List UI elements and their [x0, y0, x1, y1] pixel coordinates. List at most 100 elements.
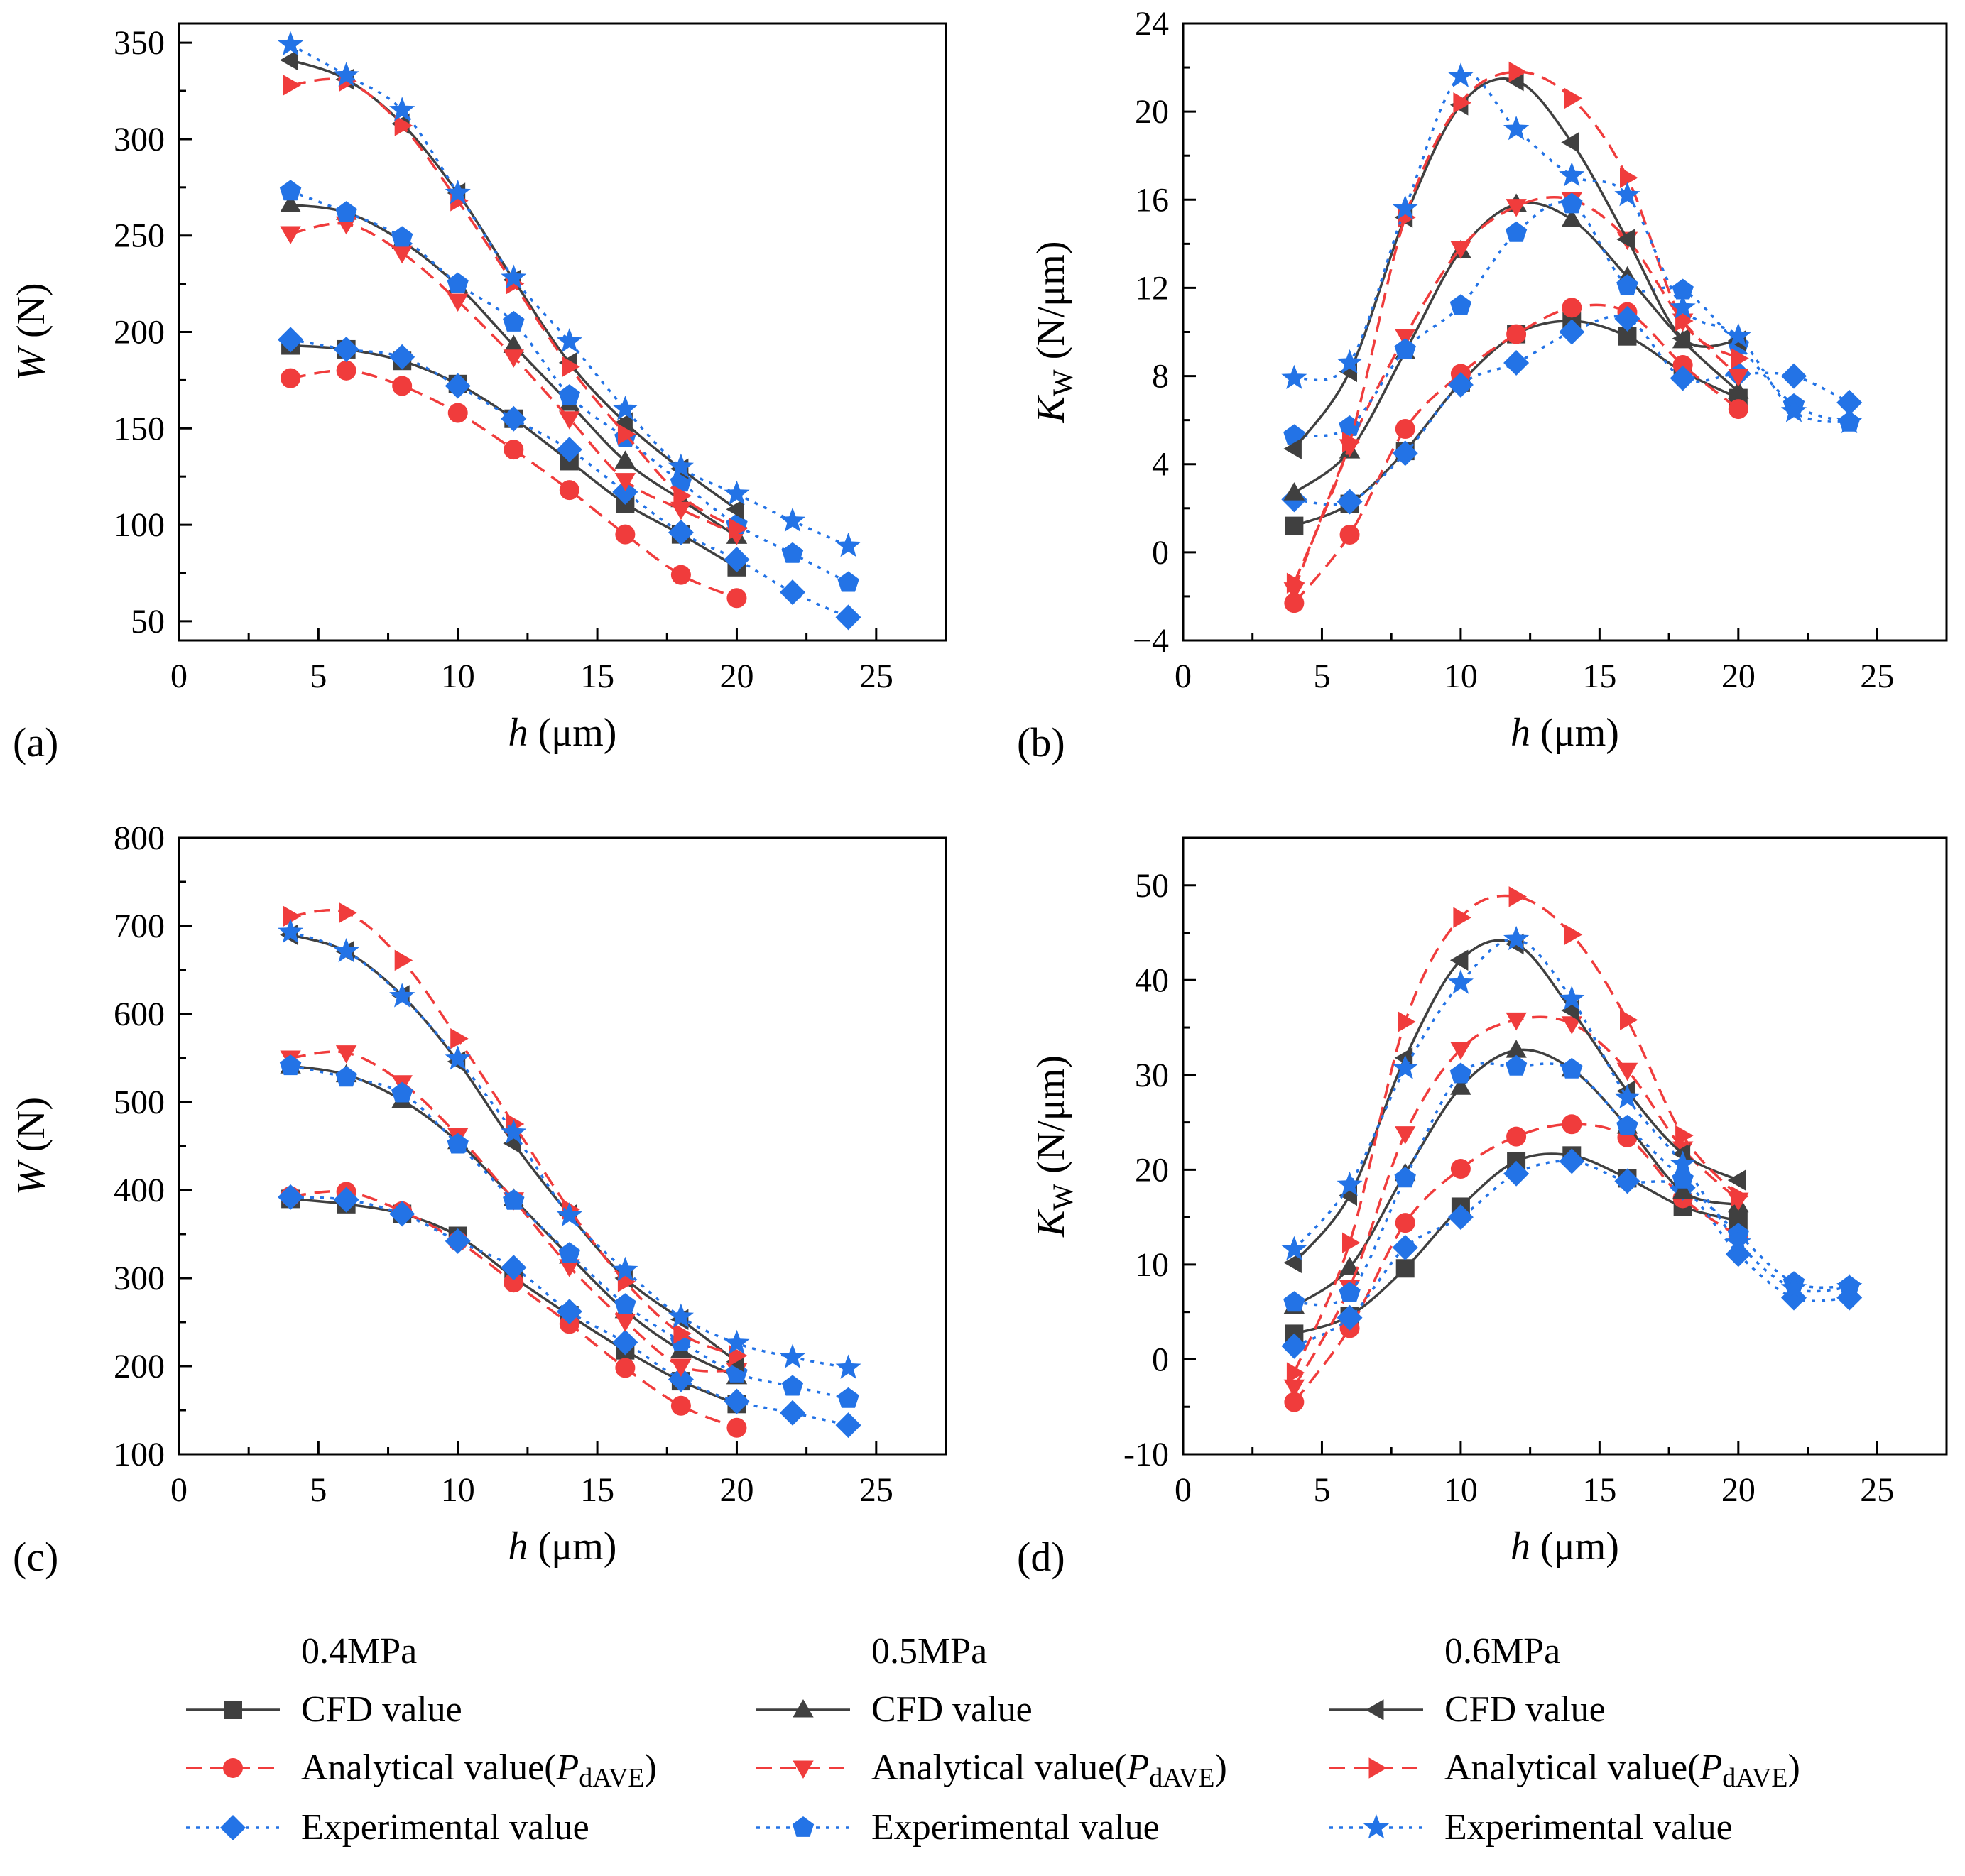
data-point — [1283, 482, 1305, 501]
data-point — [781, 1375, 804, 1396]
series-ana05 — [280, 216, 748, 545]
data-point — [614, 1314, 636, 1332]
y-tick-label: 200 — [114, 1348, 165, 1385]
y-tick-label: 300 — [114, 121, 165, 158]
data-point — [391, 226, 413, 247]
data-point — [1675, 310, 1694, 332]
data-point — [333, 336, 359, 362]
data-point — [1505, 221, 1528, 242]
series-line — [1293, 1160, 1850, 1348]
data-point — [835, 1412, 861, 1439]
series-line — [290, 1197, 738, 1405]
data-point — [1339, 1282, 1361, 1302]
data-point — [835, 1354, 861, 1379]
y-tick-label: 30 — [1135, 1057, 1169, 1094]
y-tick-label: 350 — [114, 24, 165, 62]
data-point — [559, 480, 579, 501]
data-point — [556, 1202, 582, 1227]
data-point — [668, 519, 694, 545]
data-point — [1447, 371, 1474, 398]
series-exp04 — [1281, 305, 1863, 515]
y-axis-label: KW (N/μm) — [1029, 1055, 1079, 1238]
data-point — [1836, 408, 1863, 434]
data-point — [1559, 162, 1585, 187]
legend-label-exp04: Experimental value — [301, 1807, 589, 1848]
y-tick-label: -10 — [1123, 1436, 1169, 1473]
data-point — [670, 1358, 692, 1377]
legend-group-title: 0.6MPa — [1444, 1631, 1560, 1672]
x-tick-label: 20 — [1721, 658, 1756, 695]
data-point — [614, 450, 636, 469]
y-tick-label: 200 — [114, 314, 165, 351]
x-tick-label: 10 — [441, 1471, 475, 1509]
legend-label-ana04: Analytical value(PdAVE) — [301, 1747, 657, 1793]
data-point — [278, 31, 304, 56]
data-point — [280, 194, 301, 212]
data-point — [504, 440, 524, 460]
y-axis-label: W (N) — [9, 283, 53, 381]
data-point — [1616, 1062, 1638, 1081]
y-tick-label: 300 — [114, 1260, 165, 1297]
data-point — [779, 1343, 806, 1368]
data-point — [394, 949, 413, 971]
data-point — [562, 356, 580, 378]
data-point — [445, 1045, 471, 1070]
y-tick-label: 50 — [1135, 867, 1169, 905]
data-point — [1561, 131, 1579, 153]
data-point — [1672, 1167, 1694, 1189]
data-point — [1616, 1115, 1638, 1135]
x-tick-label: 25 — [859, 658, 893, 695]
y-tick-label: 16 — [1135, 181, 1169, 219]
data-point — [781, 542, 804, 563]
data-point — [1395, 329, 1416, 347]
data-point — [1562, 1114, 1582, 1135]
data-point — [1447, 1204, 1474, 1231]
data-point — [1506, 1012, 1527, 1031]
legend-marker-cfd06 — [1366, 1699, 1384, 1720]
data-point — [394, 115, 413, 136]
data-point — [1506, 199, 1527, 217]
data-point — [1503, 349, 1530, 376]
x-tick-label: 20 — [1721, 1471, 1756, 1509]
data-point — [278, 327, 304, 353]
x-axis-label: h (μm) — [508, 711, 617, 755]
data-point — [670, 565, 691, 585]
data-point — [1506, 1126, 1527, 1147]
y-tick-label: 150 — [114, 410, 165, 447]
x-tick-label: 0 — [170, 658, 187, 695]
data-point — [501, 405, 527, 432]
y-tick-label: 500 — [114, 1084, 165, 1121]
data-point — [333, 1187, 359, 1213]
y-tick-label: 600 — [114, 996, 165, 1033]
data-point — [1284, 593, 1305, 613]
data-point — [391, 1081, 413, 1103]
y-tick-label: 0 — [1152, 1341, 1169, 1378]
data-point — [1283, 424, 1305, 445]
data-point — [729, 518, 748, 540]
data-point — [391, 245, 413, 264]
y-tick-label: 0 — [1152, 534, 1169, 572]
data-point — [1283, 1291, 1305, 1312]
data-point — [1395, 1213, 1415, 1233]
data-point — [1725, 1229, 1751, 1254]
data-point — [724, 1329, 750, 1355]
data-point — [1614, 305, 1640, 332]
x-axis-label: h (μm) — [1511, 1525, 1619, 1569]
data-point — [450, 1028, 469, 1049]
data-point — [559, 411, 580, 430]
data-point — [279, 180, 302, 201]
data-point — [339, 902, 357, 924]
data-point — [445, 1228, 471, 1254]
data-point — [333, 938, 359, 963]
data-point — [1728, 381, 1749, 399]
data-point — [447, 1133, 469, 1154]
data-point — [501, 1119, 527, 1144]
data-point — [1620, 167, 1638, 188]
data-point — [1503, 116, 1530, 141]
y-tick-label: 100 — [114, 506, 165, 544]
data-point — [1337, 1171, 1363, 1196]
series-exp05 — [1283, 1054, 1861, 1312]
data-point — [283, 75, 302, 96]
data-point — [1337, 489, 1363, 515]
